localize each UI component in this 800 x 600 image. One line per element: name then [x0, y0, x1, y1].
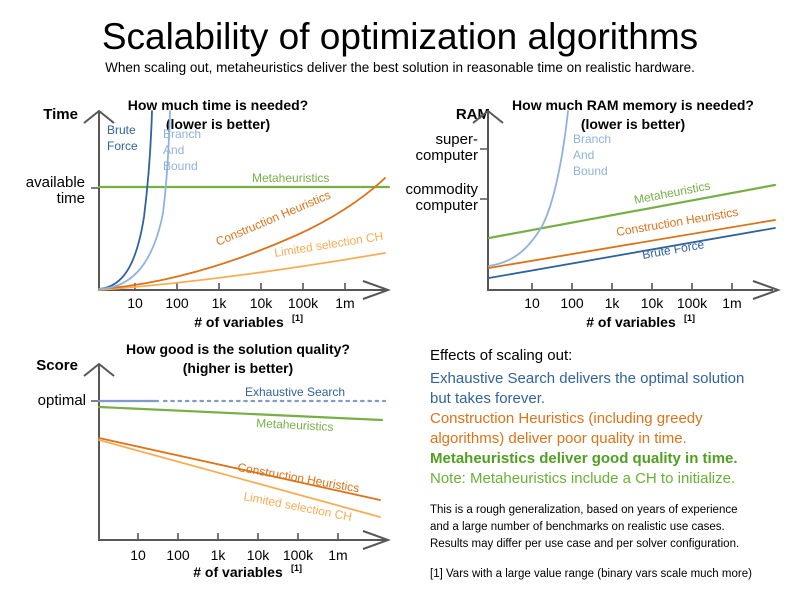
time-construction-heuristics-curve: [98, 177, 386, 290]
ram-chart-title: How much RAM memory is needed?: [512, 97, 754, 113]
effects-exhaustive-line2: but takes forever.: [430, 390, 546, 407]
effects-construction-line2: algorithms) deliver poor quality in time…: [430, 430, 687, 447]
score-x-tick-100k: 100k: [283, 547, 314, 563]
score-x-tick-1m: 1m: [328, 547, 347, 563]
ram-brute-force-curve: [488, 227, 776, 279]
ram-y-tick-commodity-line1: commodity: [405, 181, 478, 198]
score-tick-marks: [91, 400, 339, 540]
ram-y-tick-commodity-line2: computer: [415, 197, 478, 214]
effects-construction-line1: Construction Heuristics (including greed…: [430, 410, 703, 427]
ram-tick-marks: [480, 148, 733, 290]
ram-x-tick-100: 100: [560, 295, 584, 311]
ram-x-axis-label: # of variables: [586, 314, 676, 330]
page-title: Scalability of optimization algorithms: [101, 16, 699, 57]
score-x-tick-10: 10: [130, 547, 146, 563]
ram-construction-heuristics-curve: [488, 219, 776, 269]
effects-panel: Effects of scaling out: Exhaustive Searc…: [430, 345, 788, 582]
time-chart-title: How much time is needed?: [128, 97, 308, 113]
page-subtitle: When scaling out, metaheuristics deliver…: [105, 60, 695, 75]
score-x-axis-label: # of variables: [193, 564, 283, 580]
ram-x-axis-footnote-marker: [1]: [684, 313, 695, 323]
ram-metaheuristics-curve: [487, 183, 777, 240]
effects-note-line: Note: Metaheuristics include a CH to ini…: [430, 470, 736, 487]
effects-heading: Effects of scaling out:: [430, 347, 573, 364]
ram-branch-and-bound-curve: [488, 110, 569, 267]
score-exhaustive-search-label: Exhaustive Search: [245, 385, 345, 399]
time-chart: How much time is needed? (lower is bette…: [26, 97, 391, 330]
ram-chart: How much RAM memory is needed? (lower is…: [405, 97, 781, 330]
score-construction-heuristics-label: Construction Heuristics: [236, 460, 360, 495]
time-x-tick-100: 100: [165, 295, 189, 311]
time-x-tick-10: 10: [127, 295, 143, 311]
time-y-tick-available: available: [26, 174, 85, 191]
time-x-tick-10k: 10k: [250, 295, 274, 311]
ram-x-tick-10k: 10k: [641, 295, 665, 311]
effects-exhaustive-line1: Exhaustive Search delivers the optimal s…: [430, 370, 745, 387]
ram-chart-qualifier: (lower is better): [581, 116, 685, 132]
ram-branch-label-line3: Bound: [573, 164, 608, 178]
score-y-axis-arrow-icon: [83, 362, 115, 377]
time-y-tick-time: time: [57, 190, 85, 207]
disclaimer-line1: This is a rough generalization, based on…: [430, 504, 738, 516]
score-y-tick-optimal: optimal: [38, 392, 86, 409]
time-x-axis-arrow-icon: [362, 280, 391, 300]
score-y-axis-label: Score: [36, 357, 78, 374]
time-x-tick-1m: 1m: [335, 295, 354, 311]
disclaimer-line2: and a large number of benchmarks on real…: [430, 521, 725, 533]
score-limited-ch-curve: [98, 439, 381, 518]
score-chart-qualifier: (higher is better): [183, 360, 293, 376]
ram-y-axis-arrow-icon: [472, 109, 504, 124]
ram-y-axis-label: RAM: [456, 106, 490, 123]
ram-y-tick-super-line2: computer: [415, 147, 478, 164]
score-chart-title: How good is the solution quality?: [126, 341, 350, 357]
ram-construction-heuristics-label: Construction Heuristics: [615, 205, 739, 239]
score-x-tick-1k: 1k: [211, 547, 227, 563]
ram-x-tick-10: 10: [524, 295, 540, 311]
ram-metaheuristics-label: Metaheuristics: [633, 178, 712, 207]
time-axes: [98, 111, 385, 291]
score-metaheuristics-label: Metaheuristics: [256, 416, 334, 434]
time-brute-force-curve: [98, 110, 153, 290]
score-x-tick-100: 100: [166, 547, 190, 563]
ram-axes: [487, 111, 773, 291]
score-metaheuristics-curve: [97, 405, 384, 422]
time-limited-ch-curve: [98, 252, 386, 291]
disclaimer: This is a rough generalization, based on…: [430, 502, 788, 553]
time-branch-label-line1: Branch: [163, 127, 201, 141]
ram-branch-label-line2: And: [573, 148, 594, 162]
time-branch-label-line2: And: [163, 143, 184, 157]
ram-x-axis-arrow-icon: [752, 280, 781, 300]
ram-branch-label-line1: Branch: [573, 132, 611, 146]
time-y-axis-label: Time: [43, 106, 78, 123]
score-x-axis-footnote-marker: [1]: [291, 563, 302, 573]
score-x-tick-10k: 10k: [247, 547, 271, 563]
time-chart-qualifier: (lower is better): [166, 116, 270, 132]
score-chart: How good is the solution quality? (highe…: [36, 341, 391, 580]
effects-metaheuristics-line: Metaheuristics deliver good quality in t…: [430, 450, 738, 467]
time-metaheuristics-label: Metaheuristics: [252, 171, 329, 185]
time-x-tick-100k: 100k: [288, 295, 319, 311]
score-x-axis-arrow-icon: [362, 530, 391, 550]
ram-x-tick-1k: 1k: [605, 295, 621, 311]
ram-x-tick-1m: 1m: [722, 295, 741, 311]
disclaimer-line3: Results may differ per use case and per …: [430, 538, 740, 550]
time-y-axis-arrow-icon: [83, 109, 115, 124]
time-branch-and-bound-curve: [98, 110, 171, 290]
time-brute-force-label-line2: Force: [107, 139, 138, 153]
time-x-axis-label: # of variables: [194, 314, 284, 330]
time-branch-label-line3: Bound: [163, 159, 198, 173]
ram-x-tick-100k: 100k: [677, 295, 708, 311]
time-brute-force-label-line1: Brute: [107, 123, 136, 137]
footnote: [1] Vars with a large value range (binar…: [430, 568, 752, 580]
time-x-axis-footnote-marker: [1]: [292, 313, 303, 323]
score-construction-heuristics-curve: [98, 437, 381, 501]
score-axes: [98, 364, 385, 541]
time-x-tick-1k: 1k: [212, 295, 228, 311]
ram-y-tick-super-line1: super-: [435, 131, 478, 148]
